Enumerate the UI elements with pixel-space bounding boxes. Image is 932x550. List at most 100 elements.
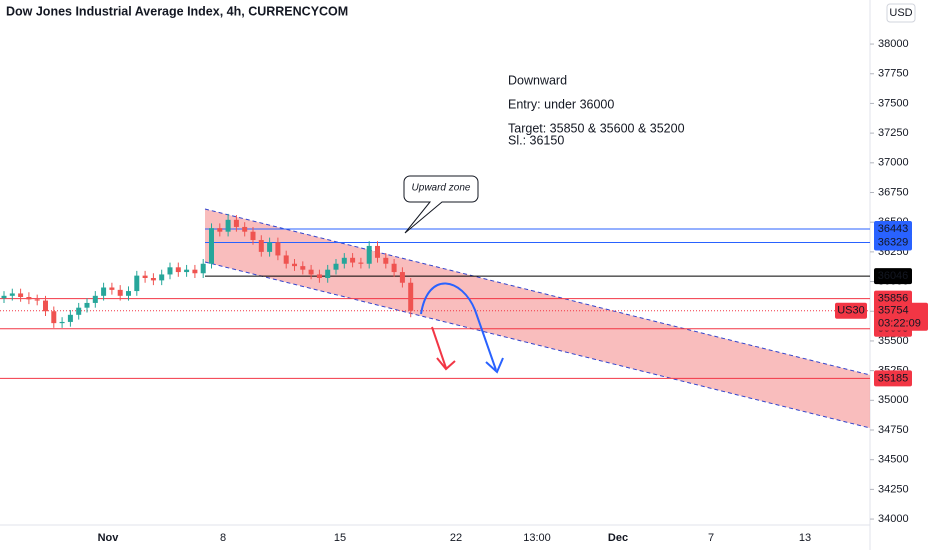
x-tick-label: 8 — [220, 532, 226, 544]
candle-body — [275, 242, 281, 256]
currency: USD — [889, 7, 912, 19]
level-label-box — [874, 268, 912, 285]
ticks: 3400034250345003475035000352503550035750… — [98, 38, 909, 544]
y-tick-label: 37750 — [878, 68, 909, 80]
levels: 364433632936046358563560335185US30357540… — [0, 220, 928, 387]
candle-body — [250, 231, 256, 240]
candle-body — [109, 287, 115, 290]
candle-body — [225, 219, 231, 232]
y-tick-label: 35500 — [878, 335, 909, 347]
annotation: Downward — [508, 73, 567, 87]
candle-body — [142, 275, 148, 278]
symbol: US30 — [837, 305, 865, 317]
candle-body — [325, 269, 331, 278]
y-tick-label: 34500 — [878, 454, 909, 466]
annotation: Entry: under 36000 — [508, 97, 614, 111]
candle-body — [399, 272, 405, 283]
candle-body — [117, 289, 123, 296]
level-label-box — [874, 234, 912, 251]
candle-body — [283, 255, 289, 264]
candle-body — [92, 295, 98, 303]
candle-body — [391, 263, 397, 273]
candle-body — [341, 257, 347, 264]
x-tick-label: 13 — [799, 532, 811, 544]
candle-body — [192, 269, 198, 274]
y-tick-label: 34250 — [878, 483, 909, 495]
x-tick-label: 22 — [450, 532, 462, 544]
annotation: Sl.: 36150 — [508, 133, 564, 147]
level-label-box — [874, 370, 912, 387]
candle-body — [126, 291, 131, 296]
channel-edge — [204, 208, 871, 376]
arrow — [420, 282, 497, 371]
symbol-box — [835, 302, 867, 319]
candle-body — [159, 274, 165, 281]
candle-body — [43, 300, 48, 312]
candle-body — [267, 242, 273, 252]
level-label: 35185 — [878, 372, 909, 384]
level-label: 35856 — [878, 293, 909, 305]
level-label: 36443 — [878, 223, 909, 235]
annotation: Target: 35850 & 35600 & 35200 — [508, 121, 685, 135]
candle-body — [76, 307, 82, 315]
level-label: 36046 — [878, 270, 909, 282]
candle-body — [101, 287, 107, 296]
candle-body — [242, 226, 248, 232]
candle-body — [383, 257, 389, 264]
level-label-box — [874, 220, 912, 237]
chart-title: Dow Jones Industrial Average Index, 4h, … — [6, 4, 348, 18]
level-label-box — [874, 290, 912, 307]
callout-bubble — [403, 175, 479, 234]
candles — [1, 213, 414, 328]
arrow — [431, 326, 447, 369]
candle-body — [184, 269, 190, 273]
candle-body — [217, 228, 223, 232]
candle-body — [358, 262, 364, 264]
callout-text: Upward zone — [412, 183, 471, 194]
x-tick-label: 15 — [334, 532, 346, 544]
x-tick-label: 13:00 — [523, 532, 551, 544]
arrow-head — [436, 357, 456, 371]
candle-body — [308, 269, 314, 275]
candle-body — [1, 295, 7, 299]
candle-body — [209, 228, 214, 264]
candle-body — [84, 302, 90, 308]
x-tick-label: Nov — [98, 532, 120, 544]
candle-body — [9, 293, 15, 296]
y-tick-label: 34750 — [878, 424, 909, 436]
candle-body — [150, 278, 156, 281]
candle-body — [408, 282, 414, 311]
x-tick-label: 7 — [708, 532, 714, 544]
candle-body — [375, 245, 380, 258]
y-tick-label: 37500 — [878, 97, 909, 109]
candle-body — [67, 314, 73, 322]
y-tick-label: 38000 — [878, 38, 909, 50]
y-tick-label: 35000 — [878, 394, 909, 406]
y-tick-label: 37000 — [878, 157, 909, 169]
candle-body — [175, 267, 181, 273]
countdown: 03:22:09 — [878, 318, 921, 330]
current-price-box — [874, 302, 928, 331]
level-label: 36329 — [878, 236, 909, 248]
candle-body — [233, 219, 239, 227]
channel-edge — [204, 261, 871, 429]
y-tick-label: 37250 — [878, 127, 909, 139]
candle-body — [316, 274, 322, 278]
candle-body — [26, 297, 32, 300]
candle-body — [292, 263, 297, 267]
candle-body — [59, 321, 65, 324]
candle-body — [333, 263, 339, 270]
candle-body — [258, 240, 264, 252]
currency-box — [886, 3, 916, 23]
candle-body — [18, 293, 24, 297]
arrow-head — [485, 357, 504, 374]
candle-body — [366, 245, 372, 264]
y-tick-label: 34000 — [878, 513, 909, 525]
candle-body — [34, 299, 40, 301]
candle-body — [167, 267, 173, 275]
candle-body — [134, 275, 140, 292]
candle-body — [350, 257, 356, 263]
